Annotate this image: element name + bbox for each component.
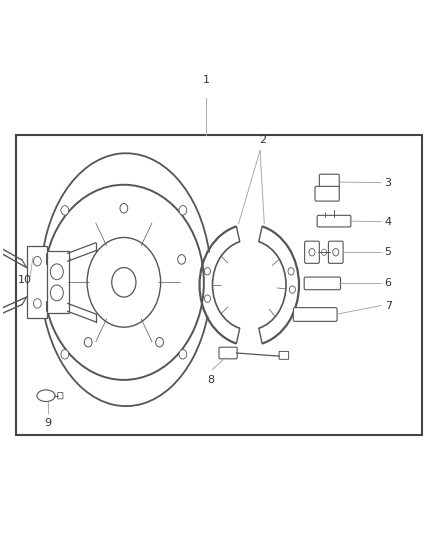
FancyBboxPatch shape bbox=[219, 347, 237, 359]
Text: 9: 9 bbox=[45, 418, 52, 428]
Bar bbox=[16, 135, 422, 435]
Text: 8: 8 bbox=[207, 375, 214, 385]
Text: 7: 7 bbox=[385, 301, 392, 311]
FancyBboxPatch shape bbox=[328, 241, 343, 263]
Text: 2: 2 bbox=[259, 135, 266, 145]
FancyBboxPatch shape bbox=[319, 174, 339, 189]
FancyBboxPatch shape bbox=[315, 187, 339, 201]
Text: 3: 3 bbox=[385, 177, 392, 188]
Circle shape bbox=[61, 206, 69, 215]
Ellipse shape bbox=[37, 390, 55, 401]
FancyBboxPatch shape bbox=[279, 351, 289, 359]
Text: 6: 6 bbox=[385, 278, 392, 288]
Text: 10: 10 bbox=[18, 274, 32, 285]
Circle shape bbox=[179, 206, 187, 215]
FancyBboxPatch shape bbox=[28, 246, 47, 318]
Text: 5: 5 bbox=[385, 247, 392, 257]
FancyBboxPatch shape bbox=[304, 277, 340, 290]
Circle shape bbox=[179, 350, 187, 359]
Text: 1: 1 bbox=[202, 75, 209, 85]
FancyBboxPatch shape bbox=[304, 241, 319, 263]
Text: 4: 4 bbox=[385, 217, 392, 227]
FancyBboxPatch shape bbox=[58, 393, 63, 399]
FancyBboxPatch shape bbox=[293, 308, 337, 321]
Circle shape bbox=[61, 350, 69, 359]
FancyBboxPatch shape bbox=[44, 251, 69, 313]
FancyBboxPatch shape bbox=[317, 215, 351, 227]
